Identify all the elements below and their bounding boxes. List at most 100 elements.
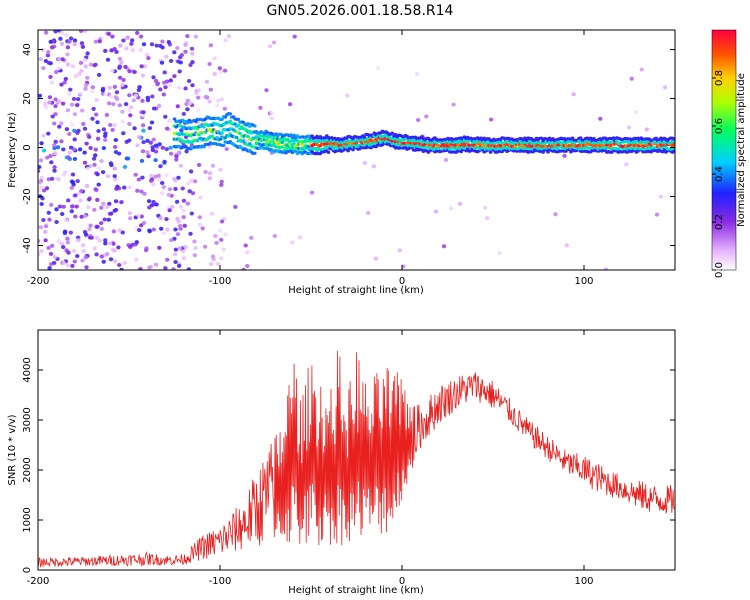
heatmap-point [149, 203, 155, 208]
heatmap-point [77, 147, 83, 152]
heatmap-point [357, 147, 362, 151]
heatmap-point [38, 180, 43, 185]
heatmap-point [113, 150, 119, 155]
heatmap-point [88, 223, 93, 228]
heatmap-point [141, 128, 146, 133]
heatmap-point [208, 43, 214, 48]
heatmap-point [55, 145, 61, 150]
heatmap-point [43, 229, 48, 234]
heatmap-point [223, 115, 228, 119]
heatmap-point [90, 89, 95, 94]
heatmap-point [94, 112, 99, 117]
heatmap-point [38, 93, 43, 98]
heatmap-point [153, 143, 159, 148]
heatmap-point [465, 147, 470, 151]
y-tick-label: 3000 [22, 407, 33, 432]
heatmap-point [221, 143, 226, 147]
heatmap-point [83, 64, 88, 69]
heatmap-point [100, 170, 106, 175]
heatmap-point [103, 138, 108, 142]
heatmap-point [56, 66, 61, 71]
heatmap-point [112, 174, 117, 179]
heatmap-point [162, 159, 167, 164]
heatmap-point [141, 140, 146, 145]
heatmap-point [47, 266, 52, 270]
heatmap-point [72, 42, 77, 47]
heatmap-point [79, 189, 84, 193]
heatmap-point [43, 105, 48, 110]
heatmap-point [93, 153, 98, 158]
heatmap-point [178, 204, 184, 209]
heatmap-point [92, 162, 97, 167]
heatmap-point [99, 226, 105, 231]
heatmap-point [173, 260, 178, 264]
heatmap-point [202, 145, 206, 149]
x-tick-label: -100 [209, 576, 232, 587]
x-tick-label: -100 [209, 276, 232, 287]
heatmap-point [626, 125, 632, 130]
heatmap-point [121, 38, 126, 43]
heatmap-point [443, 157, 449, 162]
heatmap-point [38, 165, 42, 169]
heatmap-point [67, 39, 72, 44]
heatmap-point [345, 93, 350, 98]
heatmap-point [134, 257, 139, 262]
heatmap-point [69, 102, 75, 107]
heatmap-point [86, 205, 91, 210]
heatmap-point [289, 133, 293, 137]
heatmap-point [162, 70, 167, 75]
heatmap-point [158, 164, 163, 169]
heatmap-point [38, 57, 43, 62]
heatmap-point [68, 145, 74, 150]
heatmap-point [457, 139, 462, 143]
heatmap-point [90, 85, 96, 90]
heatmap-point [165, 257, 170, 262]
heatmap-point [588, 136, 593, 140]
heatmap-point [93, 147, 99, 152]
heatmap-point [220, 117, 224, 121]
heatmap-point [71, 248, 77, 253]
heatmap-point [160, 181, 165, 185]
heatmap-point [122, 164, 128, 169]
heatmap-point [147, 265, 152, 270]
heatmap-point [132, 70, 137, 74]
heatmap-point [87, 235, 93, 240]
heatmap-point [72, 112, 78, 117]
heatmap-point [132, 126, 137, 131]
heatmap-point [130, 48, 135, 53]
heatmap-point [598, 116, 603, 121]
heatmap-point [174, 154, 179, 159]
heatmap-point [120, 119, 125, 124]
heatmap-point [93, 39, 99, 44]
heatmap-point [124, 139, 129, 144]
heatmap-point [165, 227, 170, 232]
heatmap-point [189, 46, 195, 51]
heatmap-point [72, 128, 77, 133]
heatmap-point [157, 245, 162, 250]
heatmap-point [117, 64, 123, 69]
heatmap-point [149, 120, 155, 125]
heatmap-point [53, 112, 58, 117]
heatmap-point [178, 163, 184, 168]
heatmap-point [154, 202, 159, 207]
heatmap-point [41, 133, 46, 138]
heatmap-point [150, 94, 155, 99]
heatmap-point [80, 108, 85, 113]
heatmap-point [173, 252, 178, 257]
heatmap-point [107, 211, 113, 216]
heatmap-point [46, 245, 51, 250]
heatmap-point [483, 205, 488, 210]
spectrogram-frame [37, 29, 676, 271]
heatmap-point [99, 221, 104, 226]
heatmap-point [146, 56, 151, 61]
heatmap-point [70, 64, 76, 69]
heatmap-point [145, 150, 150, 155]
heatmap-point [130, 38, 135, 43]
heatmap-point [672, 142, 675, 146]
heatmap-point [117, 228, 122, 233]
heatmap-point [47, 100, 52, 105]
heatmap-point [57, 204, 63, 209]
heatmap-point [119, 200, 124, 205]
heatmap-point [125, 156, 131, 161]
heatmap-point [106, 31, 112, 36]
